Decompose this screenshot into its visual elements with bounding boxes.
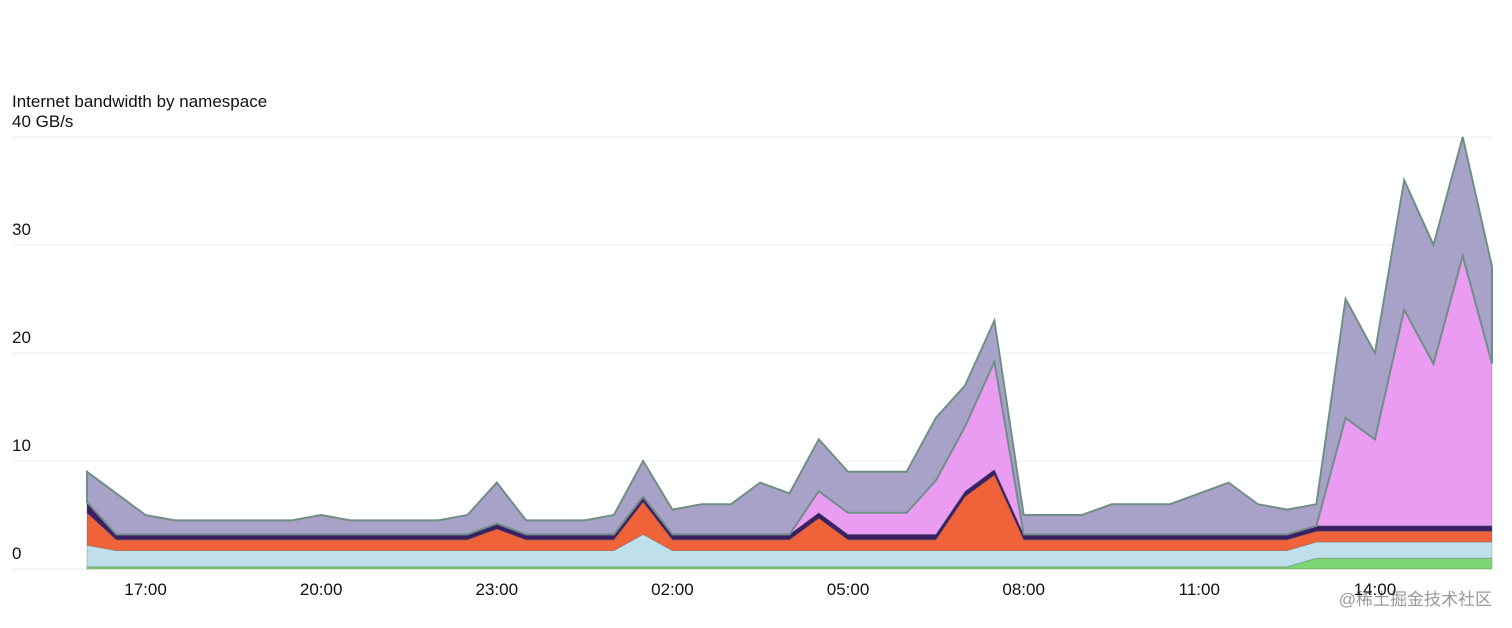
x-tick-label: 02:00 — [651, 580, 694, 599]
y-tick-label: 30 — [12, 220, 31, 239]
area — [86, 136, 1493, 536]
x-tick-label: 23:00 — [476, 580, 519, 599]
x-tick-label: 20:00 — [300, 580, 343, 599]
x-tick-label: 08:00 — [1002, 580, 1045, 599]
x-tick-label: 11:00 — [1179, 580, 1220, 599]
y-tick-label: 20 — [12, 328, 31, 347]
watermark: @稀土掘金技术社区 — [1339, 590, 1492, 609]
y-tick-label: 10 — [12, 436, 31, 455]
x-tick-label: 17:00 — [124, 580, 167, 599]
y-tick-label: 0 — [12, 544, 21, 563]
x-tick-label: 05:00 — [827, 580, 870, 599]
chart-title: Internet bandwidth by namespace — [12, 92, 267, 111]
x-tick-label: 14:00 — [1354, 580, 1397, 599]
y-tick-label: 40 GB/s — [12, 112, 73, 131]
